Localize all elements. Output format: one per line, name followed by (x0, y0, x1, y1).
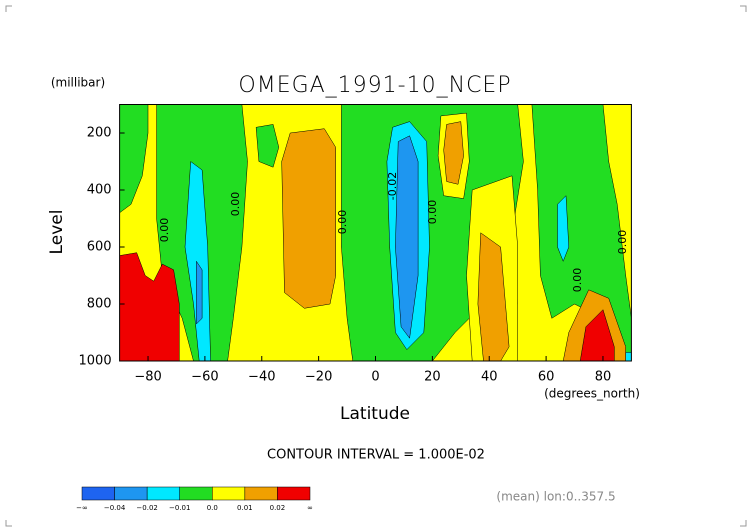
colorbar-box (212, 486, 246, 501)
contour-region (196, 260, 203, 325)
colorbar-label: −0.01 (169, 504, 190, 512)
colorbar-label: 0.02 (270, 504, 286, 512)
colorbar-box (179, 486, 213, 501)
contour-interval: CONTOUR INTERVAL = 1.000E-02 (267, 448, 485, 463)
colorbar-box (114, 486, 148, 501)
x-axis-title: Latitude (340, 404, 410, 424)
y-tick-label: 800 (87, 297, 112, 312)
contour-label: 0.00 (616, 230, 629, 255)
contour-label: 0.00 (336, 210, 349, 235)
x-tick-label: 40 (481, 370, 498, 385)
contour-region (281, 128, 336, 309)
x-tick-label: 60 (538, 370, 555, 385)
y-tick-label: 400 (87, 183, 112, 198)
colorbar-label: −∞ (76, 504, 88, 512)
x-tick-label: −40 (248, 370, 275, 385)
x-tick-label: 0 (371, 370, 379, 385)
y-axis-title: Level (47, 210, 67, 255)
x-tick-label: 20 (424, 370, 441, 385)
contour-region (557, 195, 570, 262)
colorbar-label: −0.04 (104, 504, 126, 512)
x-tick-label: −20 (305, 370, 332, 385)
contour-label: -0.02 (386, 172, 399, 200)
colorbar-label: 0.0 (207, 504, 218, 512)
colorbar-box (277, 486, 311, 501)
y-tick-label: 200 (87, 126, 112, 141)
y-unit: (millibar) (51, 76, 105, 90)
axes: −80 −60 −40 −20 0 20 40 60 80 200 400 600 800 1000 (79, 104, 632, 385)
x-tick-label: 80 (595, 370, 612, 385)
x-tick-label: −80 (134, 370, 161, 385)
contour-region (255, 124, 280, 168)
contour-label: 0.00 (426, 200, 439, 225)
contour-label: 0.00 (158, 218, 171, 243)
chart-title: OMEGA_1991-10_NCEP (238, 73, 511, 98)
note: (mean) lon:0..357.5 (496, 490, 615, 504)
contour-label: 0.00 (571, 268, 584, 293)
contour-region (531, 104, 632, 361)
y-tick-label: 600 (87, 240, 112, 255)
contour-region (625, 352, 632, 361)
plot-area: 0.00 0.00 0.00 -0.02 0.00 0.00 0.00 (119, 104, 632, 361)
contour-region (119, 252, 180, 361)
colorbar-label: ∞ (307, 504, 313, 512)
colorbar-label: 0.01 (237, 504, 253, 512)
contour-label: 0.00 (229, 192, 242, 217)
contour-region (443, 121, 464, 185)
colorbar-box (81, 486, 115, 501)
colorbar-box (244, 486, 278, 501)
contour-region (119, 104, 149, 214)
x-unit: (degrees_north) (544, 387, 640, 401)
colorbar-label: −0.02 (136, 504, 157, 512)
contour-region (477, 232, 510, 361)
contour-region (579, 309, 615, 361)
x-tick-label: −60 (191, 370, 218, 385)
y-tick-label: 1000 (79, 354, 112, 369)
contour-region (184, 161, 211, 361)
crop-marks (5, 5, 747, 527)
contour-region (395, 135, 419, 339)
colorbar-box (146, 486, 180, 501)
